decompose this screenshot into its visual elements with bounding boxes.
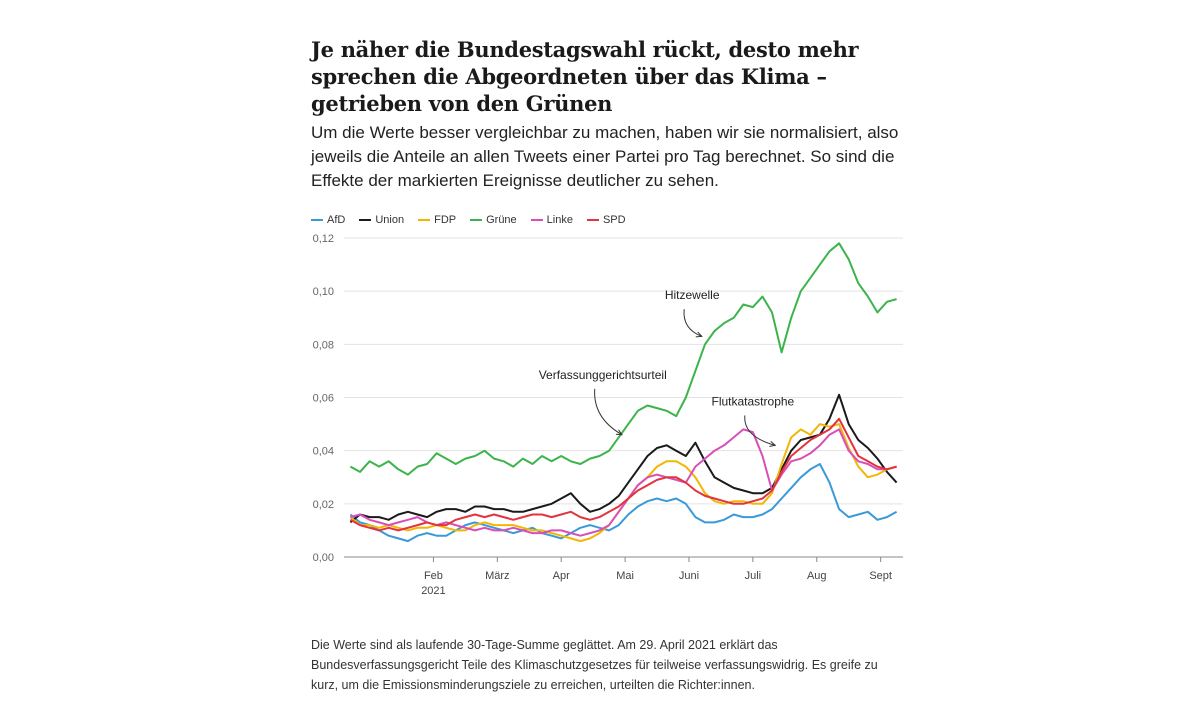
x-tick-label: Mai bbox=[616, 570, 634, 582]
legend-label: Grüne bbox=[486, 214, 517, 226]
series-line-linke bbox=[350, 428, 897, 537]
x-tick-label: Juli bbox=[745, 570, 762, 582]
y-tick-label: 0,04 bbox=[313, 446, 334, 458]
legend-label: Linke bbox=[546, 214, 573, 226]
y-tick-label: 0,00 bbox=[313, 552, 334, 564]
legend-item: Grüne bbox=[470, 214, 517, 226]
chart-subtitle: Um die Werte besser vergleichbar zu mach… bbox=[311, 123, 899, 190]
legend-item: Union bbox=[359, 214, 404, 226]
annotation-label: Flutkatastrophe bbox=[712, 394, 795, 408]
y-tick-label: 0,08 bbox=[313, 339, 334, 351]
annotation-arrowhead bbox=[615, 429, 623, 436]
legend-swatch bbox=[418, 219, 431, 221]
header: Je näher die Bundestagswahl rückt, desto… bbox=[311, 36, 911, 193]
annotation-label: Verfassunggerichtsurteil bbox=[539, 368, 667, 382]
series-line-grne bbox=[349, 242, 897, 476]
legend-swatch bbox=[311, 219, 323, 221]
legend-swatch bbox=[359, 219, 372, 221]
y-tick-label: 0,06 bbox=[313, 393, 334, 405]
legend-swatch bbox=[470, 219, 483, 221]
annotation-arrowhead bbox=[769, 441, 777, 447]
x-tick-sublabel: 2021 bbox=[421, 585, 445, 597]
series-line-union bbox=[349, 393, 898, 524]
annotation-arrow bbox=[594, 388, 623, 436]
x-tick-label: Feb bbox=[424, 570, 443, 582]
legend-item: Linke bbox=[530, 214, 573, 226]
chart-legend: AfD Union FDP Grüne Linke SPD bbox=[311, 214, 626, 226]
legend-item: FDP bbox=[418, 214, 456, 226]
annotation-arrowhead bbox=[695, 331, 703, 338]
legend-item: SPD bbox=[586, 214, 626, 226]
annotation-arrow bbox=[683, 309, 702, 337]
y-tick-label: 0,02 bbox=[313, 499, 334, 511]
chart-footnote: Die Werte sind als laufende 30-Tage-Summ… bbox=[311, 637, 878, 692]
legend-swatch bbox=[530, 219, 543, 221]
legend-label: AfD bbox=[327, 214, 346, 226]
legend-label: FDP bbox=[434, 214, 457, 226]
x-tick-label: Apr bbox=[553, 570, 570, 582]
x-tick-label: Sept bbox=[869, 570, 892, 582]
legend-swatch bbox=[586, 219, 599, 221]
x-tick-label: Juni bbox=[679, 570, 699, 582]
series-line-afd bbox=[349, 463, 898, 543]
y-tick-label: 0,12 bbox=[313, 233, 334, 245]
legend-label: SPD bbox=[602, 214, 626, 226]
line-chart: 0,00 0,02 0,04 0,06 0,08 0,10 0,12 Feb 2021 März A… bbox=[313, 233, 903, 597]
y-tick-label: 0,10 bbox=[313, 286, 334, 298]
series-line-spd bbox=[349, 417, 897, 532]
chart-title: Je näher die Bundestagswahl rückt, desto… bbox=[311, 37, 859, 116]
annotation-arrow bbox=[744, 415, 776, 446]
x-tick-label: März bbox=[485, 570, 509, 582]
x-tick-label: Aug bbox=[807, 570, 827, 582]
annotation-label: Hitzewelle bbox=[665, 288, 720, 302]
legend-label: Union bbox=[375, 214, 405, 226]
legend-item: AfD bbox=[311, 214, 345, 226]
